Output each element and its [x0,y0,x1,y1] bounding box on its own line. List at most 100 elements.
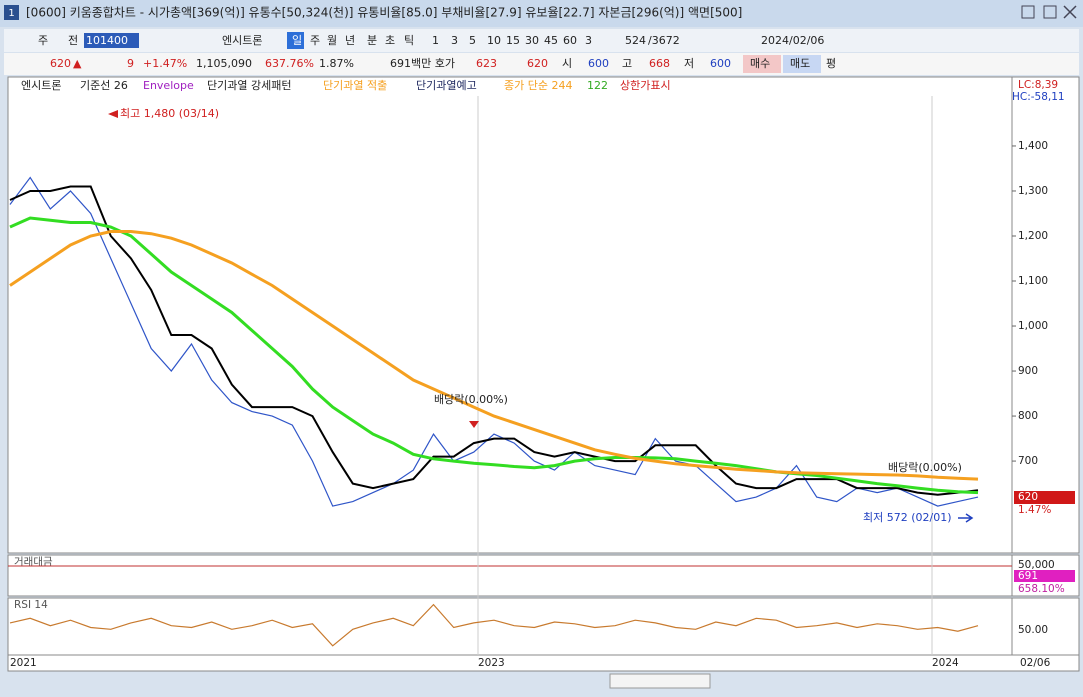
y-tick-label: 1,400 [1018,140,1048,152]
series-line [9,230,979,481]
toolbar-item[interactable]: 엔시트론 [222,34,262,47]
info-item: 620 [527,57,548,70]
legend-item: 단기과열 적출 [323,79,387,92]
x-tick-label: 2021 [10,657,37,669]
toolbar-item[interactable]: 주 [310,34,320,47]
legend-item: Envelope [143,79,194,92]
lc-label: LC:8,39 [1018,79,1058,91]
y-tick-label: 1,200 [1018,230,1048,242]
minimize[interactable] [1021,5,1035,19]
buy-button[interactable] [743,55,781,73]
toolbar-item[interactable]: 10 [487,34,501,47]
toolbar-item[interactable]: 일 [292,33,302,47]
toolbar [4,29,1079,52]
series-line [9,185,979,496]
annotation: 배당락(0.00%) [434,393,508,406]
x-tick-label: 2024 [932,657,959,669]
y-tick-label: 1,300 [1018,185,1048,197]
high-arrow [108,110,118,118]
info-item: 691백만 호가 [390,57,455,70]
last-price: 620 [1018,491,1038,503]
y-tick-label: 1,000 [1018,320,1048,332]
info-item: 668 [649,57,670,70]
y-tick-label: 700 [1018,455,1038,467]
info-item: 고 [622,57,632,70]
toolbar-item[interactable]: 주 [38,34,48,47]
legend-item: 상한가표시 [620,79,671,92]
hc-label: HC:-58,11 [1012,91,1065,103]
info-item: 저 [684,57,694,70]
info-item: 637.76% [265,57,314,70]
maximize[interactable] [1043,5,1057,19]
toolbar-item[interactable]: 분 [367,34,377,47]
scrollbar[interactable] [609,673,711,689]
info-item: 1,105,090 [196,57,252,70]
code-field [84,33,139,48]
low-arrow [958,513,974,523]
info-item: 1.87% [319,57,354,70]
series-line [9,216,979,495]
toolbar-item[interactable]: 60 [563,34,577,47]
info-item: 매수 [750,57,770,70]
price-axis [1011,76,1080,554]
last-price-box [1014,491,1075,504]
legend-item: 단기과열예고 [416,79,477,92]
toolbar-item[interactable]: 3 [585,34,592,47]
toolbar-item[interactable]: /3672 [648,34,680,47]
legend-item: 122 [587,79,608,92]
last-change: 1.47% [1018,504,1051,516]
toolbar-item[interactable]: 524 [625,34,646,47]
annotation: 배당락(0.00%) [888,461,962,474]
info-item: 9 [127,57,134,70]
toolbar-item[interactable]: 5 [469,34,476,47]
close[interactable] [1063,5,1077,19]
x-tick-label: 02/06 [1020,657,1051,669]
legend-item: 기준선 26 [80,79,128,92]
rsi-tick: 50.00 [1018,624,1048,636]
y-tick-label: 800 [1018,410,1038,422]
info-item: 평 [826,57,836,70]
series-line [9,176,979,507]
toolbar-item[interactable]: 1 [432,34,439,47]
window-controls[interactable] [1021,5,1077,19]
content: 주 전 101400 엔시트론 일 주 월 년 분 초 틱 1 3 5 10 15 30 45 60 3 524/367… [9,32,1051,669]
info-item: 시 [562,57,572,70]
toolbar-item[interactable]: 15 [506,34,520,47]
info-item: 623 [476,57,497,70]
window-title: [0600] 키움종합차트 - 시가총액[369(억)] 유통수[50,324(… [26,5,742,20]
legend-item: 단기과열 강세패턴 [207,79,291,92]
title-bar [0,0,1083,27]
toolbar-item[interactable]: 초 [385,34,395,47]
info-item: 600 [588,57,609,70]
y-tick-label: 900 [1018,365,1038,377]
info-item: +1.47% [143,57,187,70]
legend-item: 종가 단순 244 [504,79,572,92]
toolbar-item[interactable]: 101400 [86,34,128,47]
legend-item: 엔시트론 [21,79,61,92]
info-item: 600 [710,57,731,70]
volume-pane [7,554,1013,597]
window-number: 1 [8,8,14,19]
window-icon [4,5,19,20]
toolbar-item[interactable]: 전 [68,34,78,47]
toolbar-item[interactable]: 45 [544,34,558,47]
toolbar-item[interactable]: 2024/02/06 [761,34,824,47]
toolbar-item[interactable]: 30 [525,34,539,47]
annotation: 최저 572 (02/01) [863,511,952,524]
sell-button[interactable] [783,55,821,73]
x-tick-label: 2023 [478,657,505,669]
rsi-axis [1011,597,1080,656]
volume-box [1014,570,1075,582]
volume-title: 거래대금 [14,556,53,568]
time-axis [7,654,1080,672]
toolbar-item[interactable]: 틱 [404,34,414,47]
annotation: 최고 1,480 (03/14) [120,107,219,120]
toolbar-item[interactable]: 월 [327,34,337,47]
volume-last: 691 [1018,570,1038,582]
y-tick-label: 1,100 [1018,275,1048,287]
toolbar-item[interactable]: 년 [345,34,355,47]
rsi-title: RSI 14 [14,599,48,611]
toolbar-item[interactable]: 3 [451,34,458,47]
